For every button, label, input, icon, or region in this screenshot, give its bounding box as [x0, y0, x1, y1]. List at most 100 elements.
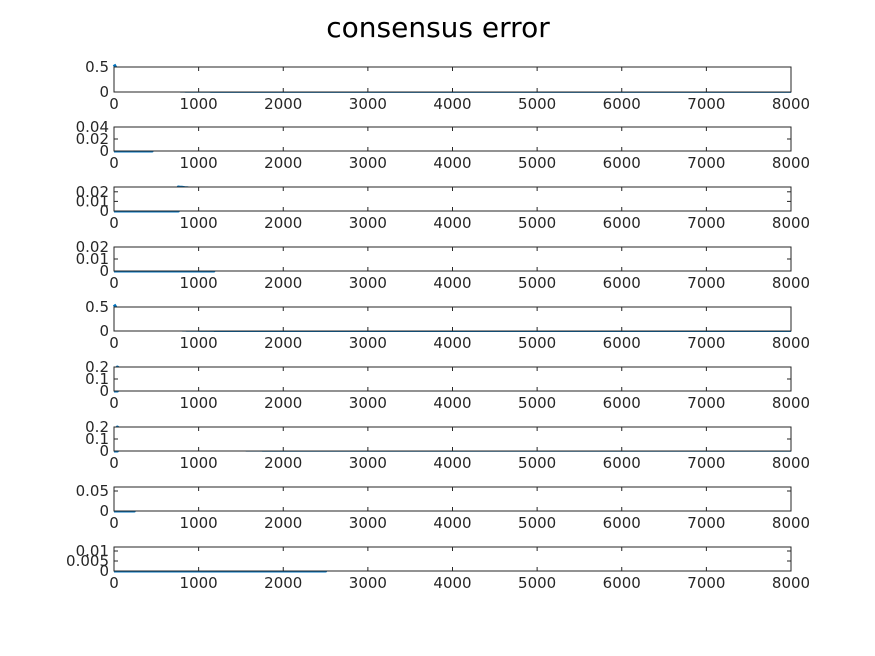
subplot-1-xtick-label-5: 5000: [518, 95, 556, 113]
subplot-2: 0 1000 2000 3000 4000 5000 6000 7000 8000 00.020.…: [76, 118, 811, 172]
subplot-7-ytick-label-1: 0.1: [85, 430, 109, 448]
subplot-2-xtick-label-0: 0: [109, 154, 119, 172]
subplot-8-xtick-label-4: 4000: [433, 514, 471, 532]
subplot-8-xtick-label-8: 8000: [772, 514, 810, 532]
subplot-3-ytick-label-1: 0.01: [76, 192, 109, 210]
subplot-8-xtick-label-5: 5000: [518, 514, 556, 532]
subplot-2-xtick-label-2: 2000: [264, 154, 302, 172]
subplot-8-xtick-label-0: 0: [109, 514, 119, 532]
subplot-2-xtick-label-4: 4000: [433, 154, 471, 172]
subplot-3-xtick-label-1: 1000: [180, 214, 218, 232]
subplot-9-xtick-label-2: 2000: [264, 574, 302, 592]
subplot-4-xtick-label-2: 2000: [264, 274, 302, 292]
subplot-4-xtick-label-0: 0: [109, 274, 119, 292]
subplot-9-ytick-label-1: 0.005: [66, 552, 109, 570]
subplot-2-xtick-label-6: 6000: [603, 154, 641, 172]
subplot-3-xtick-label-8: 8000: [772, 214, 810, 232]
subplot-1-xtick-label-2: 2000: [264, 95, 302, 113]
subplot-6-ytick-label-0: 0: [99, 382, 109, 400]
subplot-3-xtick-label-5: 5000: [518, 214, 556, 232]
subplot-5-xtick-label-3: 3000: [349, 334, 387, 352]
subplot-9-xtick-label-0: 0: [109, 574, 119, 592]
subplot-8-xtick-label-3: 3000: [349, 514, 387, 532]
subplot-5-ytick-label-0: 0: [99, 322, 109, 340]
subplot-3-xtick-label-2: 2000: [264, 214, 302, 232]
subplot-8-xtick-label-6: 6000: [603, 514, 641, 532]
subplot-5-ytick-label-1: 0.5: [85, 298, 109, 316]
subplot-7-xtick-label-3: 3000: [349, 454, 387, 472]
subplot-1: 0 1000 2000 3000 4000 5000 6000 7000 8000 0 0.5: [85, 58, 810, 113]
subplot-4-xtick-label-7: 7000: [687, 274, 725, 292]
subplot-7-xtick-label-8: 8000: [772, 454, 810, 472]
subplot-3-xtick-label-4: 4000: [433, 214, 471, 232]
subplot-9-xtick-label-5: 5000: [518, 574, 556, 592]
subplot-1-ytick-label-1: 0.5: [85, 58, 109, 76]
subplot-8-ytick-label-0: 0: [99, 502, 109, 520]
subplot-6-xtick-label-8: 8000: [772, 394, 810, 412]
subplot-2-xtick-label-1: 1000: [180, 154, 218, 172]
subplot-9-xtick-label-1: 1000: [180, 574, 218, 592]
subplot-3: 0 1000 2000 3000 4000 5000 6000 7000 8000 00.010.…: [76, 183, 811, 232]
subplot-7-xtick-label-6: 6000: [603, 454, 641, 472]
subplot-2-xtick-label-3: 3000: [349, 154, 387, 172]
subplot-1-xtick-label-6: 6000: [603, 95, 641, 113]
subplot-8-xtick-label-1: 1000: [180, 514, 218, 532]
subplot-9-ytick-label-0: 0: [99, 562, 109, 580]
subplot-2-xtick-label-8: 8000: [772, 154, 810, 172]
subplot-9-ytick-label-2: 0.01: [76, 542, 109, 560]
subplot-3-xtick-label-7: 7000: [687, 214, 725, 232]
subplot-8-ytick-label-1: 0.05: [76, 482, 109, 500]
subplot-7-xtick-label-1: 1000: [180, 454, 218, 472]
subplot-3-xtick-label-3: 3000: [349, 214, 387, 232]
subplot-5-xtick-label-8: 8000: [772, 334, 810, 352]
subplot-7-ytick-label-0: 0: [99, 442, 109, 460]
subplot-6-xtick-label-1: 1000: [180, 394, 218, 412]
subplot-2-ytick-label-1: 0.02: [76, 130, 109, 148]
subplot-6-xtick-label-4: 4000: [433, 394, 471, 412]
subplot-1-ytick-label-0: 0: [99, 83, 109, 101]
subplot-5-xtick-label-0: 0: [109, 334, 119, 352]
subplot-5-xtick-label-7: 7000: [687, 334, 725, 352]
subplot-7-xtick-label-0: 0: [109, 454, 119, 472]
subplot-9-xtick-label-6: 6000: [603, 574, 641, 592]
subplot-4-ytick-label-0: 0: [99, 262, 109, 280]
subplot-1-xtick-label-3: 3000: [349, 95, 387, 113]
subplot-6-xtick-label-2: 2000: [264, 394, 302, 412]
subplot-6-ytick-label-2: 0.2: [85, 358, 109, 376]
subplot-6-xtick-label-7: 7000: [687, 394, 725, 412]
subplot-1-xtick-label-4: 4000: [433, 95, 471, 113]
subplot-3-ytick-label-0: 0: [99, 202, 109, 220]
subplot-6-xtick-label-6: 6000: [603, 394, 641, 412]
subplot-6-xtick-label-0: 0: [109, 394, 119, 412]
subplot-6-ytick-label-1: 0.1: [85, 370, 109, 388]
subplot-3-xtick-label-0: 0: [109, 214, 119, 232]
subplot-4-xtick-label-8: 8000: [772, 274, 810, 292]
subplot-1-xtick-label-8: 8000: [772, 95, 810, 113]
subplot-2-ytick-label-2: 0.04: [76, 118, 109, 136]
subplot-4-xtick-label-5: 5000: [518, 274, 556, 292]
subplot-5-xtick-label-4: 4000: [433, 334, 471, 352]
subplot-4-xtick-label-6: 6000: [603, 274, 641, 292]
subplot-7-ytick-label-2: 0.2: [85, 418, 109, 436]
subplot-5-xtick-label-2: 2000: [264, 334, 302, 352]
subplot-7-xtick-label-7: 7000: [687, 454, 725, 472]
subplot-2-xtick-label-5: 5000: [518, 154, 556, 172]
subplot-5-xtick-label-6: 6000: [603, 334, 641, 352]
subplot-1-xtick-label-1: 1000: [180, 95, 218, 113]
subplot-2-ytick-label-0: 0: [99, 142, 109, 160]
subplot-1-xtick-label-7: 7000: [687, 95, 725, 113]
chart-title: consensus error: [326, 11, 550, 44]
subplot-6-xtick-label-5: 5000: [518, 394, 556, 412]
subplot-9: 0 1000 2000 3000 4000 5000 6000 7000 8000 00.0050…: [66, 542, 810, 592]
subplot-9-xtick-label-3: 3000: [349, 574, 387, 592]
subplot-5-xtick-label-5: 5000: [518, 334, 556, 352]
subplot-4-ytick-label-1: 0.01: [76, 250, 109, 268]
subplot-9-xtick-label-8: 8000: [772, 574, 810, 592]
subplot-3-ytick-label-2: 0.02: [76, 183, 109, 201]
subplot-4-xtick-label-1: 1000: [180, 274, 218, 292]
subplot-6-xtick-label-3: 3000: [349, 394, 387, 412]
subplot-4: 0 1000 2000 3000 4000 5000 6000 7000 8000 00.010.…: [76, 238, 811, 292]
